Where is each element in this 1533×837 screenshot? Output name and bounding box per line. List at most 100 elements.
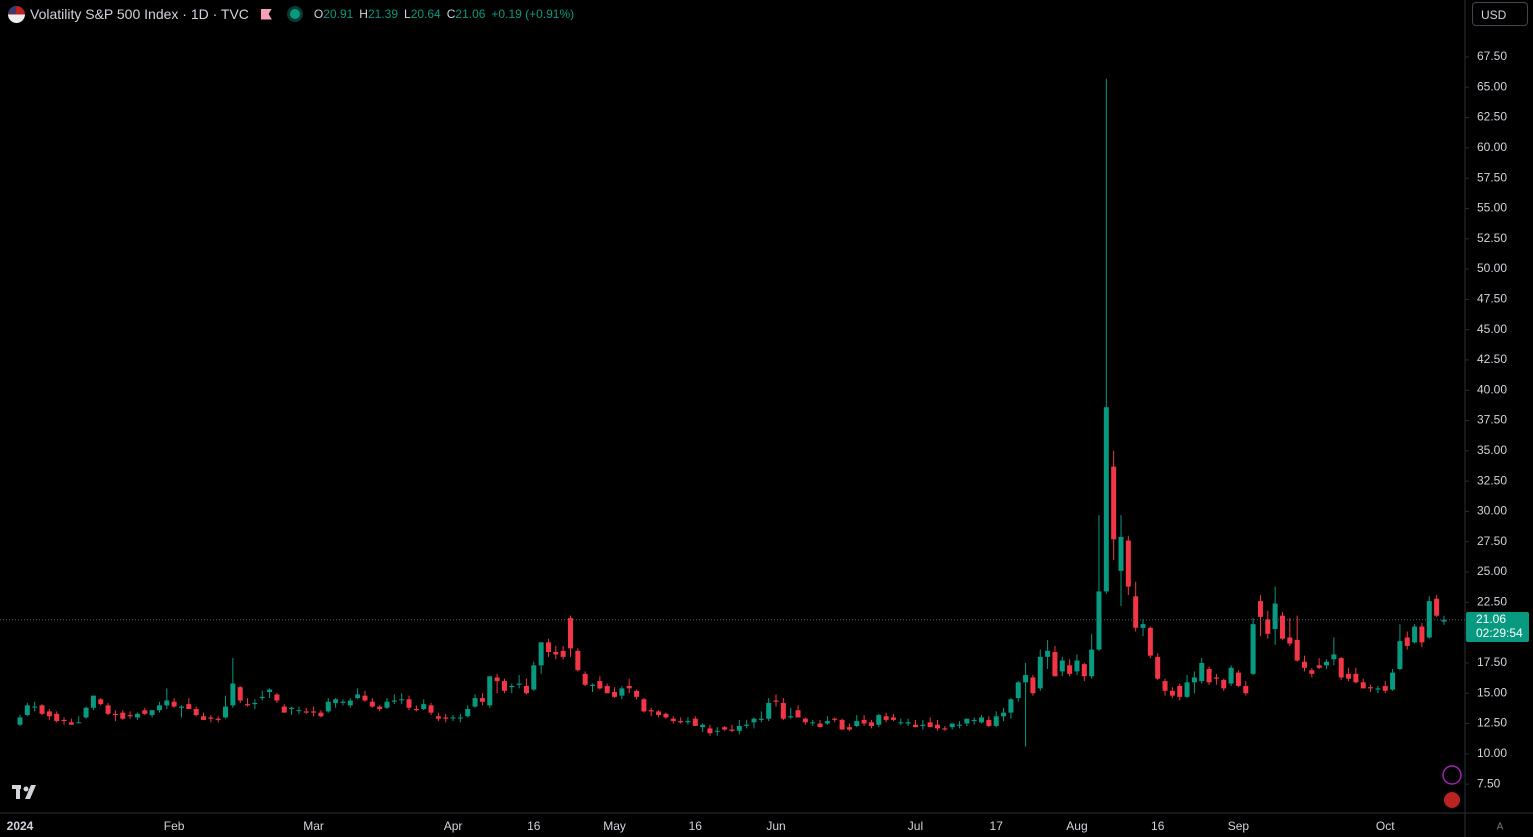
ohlc-value: 20.64 <box>410 7 441 21</box>
candle-body <box>912 724 918 728</box>
candle-body <box>259 696 265 699</box>
candle-body <box>355 694 361 699</box>
candle-body <box>1294 639 1300 661</box>
candle-body <box>927 722 933 728</box>
candle-body <box>340 701 346 703</box>
candle-body <box>1257 601 1263 617</box>
candle-body <box>531 665 537 690</box>
candle-body <box>700 724 706 728</box>
candle-body <box>193 708 199 716</box>
x-tick-label: Mar <box>303 819 324 833</box>
candle-body <box>1125 540 1131 587</box>
candle-body <box>83 707 89 718</box>
candle-body <box>1089 649 1095 677</box>
y-tick-label: 10.00 <box>1477 746 1507 760</box>
candle-body <box>1155 656 1161 679</box>
y-tick-label: 50.00 <box>1477 261 1507 275</box>
candle-body <box>76 722 82 724</box>
candle-body <box>1096 591 1102 650</box>
candle-body <box>54 713 60 722</box>
candle-body <box>1147 627 1153 656</box>
candle-body <box>751 718 757 723</box>
candle-body <box>1103 407 1109 592</box>
y-tick-label: 17.50 <box>1477 655 1507 669</box>
candle-body <box>399 699 405 701</box>
candle-body <box>1133 596 1139 628</box>
ohlc-value: 21.39 <box>367 7 398 21</box>
candle-body <box>289 707 295 709</box>
candle-body <box>1118 536 1124 571</box>
candle-body <box>604 685 610 694</box>
candle-body <box>626 685 632 689</box>
y-tick-label: 47.50 <box>1477 292 1507 306</box>
candle-body <box>90 695 96 708</box>
y-tick-label: 67.50 <box>1477 49 1507 63</box>
y-tick-label: 65.00 <box>1477 79 1507 93</box>
candle-body <box>575 650 581 671</box>
candle-body <box>201 716 206 720</box>
last-price: 21.06 <box>1476 611 1507 626</box>
candle-body <box>120 712 126 719</box>
candle-body <box>112 713 118 716</box>
candle-body <box>443 717 449 719</box>
candle-body <box>274 694 280 701</box>
candle-body <box>142 710 148 714</box>
candle-body <box>164 700 170 706</box>
candle-body <box>979 717 985 723</box>
candle-body <box>178 706 184 708</box>
auto-scale-button[interactable]: A <box>1497 822 1504 833</box>
candle-body <box>1360 682 1366 689</box>
candle-body <box>949 723 955 728</box>
market-status[interactable] <box>289 9 300 19</box>
y-tick-label: 55.00 <box>1477 201 1507 215</box>
candle-body <box>634 690 640 697</box>
candle-body <box>523 685 529 694</box>
candle-body <box>1331 654 1337 660</box>
candle-body <box>692 718 698 726</box>
candle-body <box>1243 685 1249 694</box>
candle-body <box>413 708 419 711</box>
legend-header: Volatility S&P 500 Index · 1D · TVC O20.… <box>8 4 580 24</box>
candle-body <box>32 706 38 708</box>
candle-body <box>839 719 845 730</box>
x-tick-label: 16 <box>527 819 541 833</box>
last-price-label: 21.06 02:29:54 <box>1466 611 1529 642</box>
candle-body <box>597 681 603 689</box>
candle-body <box>1008 699 1014 713</box>
alert-icon[interactable] <box>1442 765 1462 785</box>
candle-body <box>795 710 801 718</box>
candle-body <box>186 704 192 709</box>
candle-body <box>1045 650 1051 657</box>
candle-body <box>1353 673 1359 683</box>
candle-body <box>369 701 375 707</box>
candle-body <box>457 717 463 719</box>
candle-body <box>670 718 676 722</box>
ohlc-value: 20.91 <box>323 7 354 21</box>
candle-body <box>560 650 566 657</box>
candle-body <box>516 683 522 685</box>
candle-body <box>898 722 904 724</box>
candle-body <box>832 718 838 720</box>
y-tick-label: 45.00 <box>1477 322 1507 336</box>
y-tick-label: 25.00 <box>1477 564 1507 578</box>
candle-body <box>971 719 977 722</box>
candle-body <box>1111 466 1117 540</box>
candle-body <box>61 719 67 722</box>
flag-marker[interactable] <box>260 8 272 20</box>
candle-body <box>890 717 896 720</box>
candle-body <box>303 711 309 713</box>
candle-body <box>729 729 735 731</box>
candle-body <box>1316 665 1322 668</box>
y-tick-label: 7.50 <box>1477 776 1501 790</box>
candle-body <box>1191 677 1197 683</box>
x-tick-label: Jun <box>766 819 785 833</box>
candle-body <box>281 706 287 713</box>
candle-body <box>428 705 434 713</box>
candle-body <box>780 702 786 719</box>
currency-button[interactable]: USD <box>1472 2 1528 26</box>
symbol-title[interactable]: Volatility S&P 500 Index · 1D · TVC <box>30 6 249 22</box>
candle-body <box>1037 656 1043 689</box>
candle-body <box>986 719 992 726</box>
countdown: 02:29:54 <box>1476 625 1523 640</box>
